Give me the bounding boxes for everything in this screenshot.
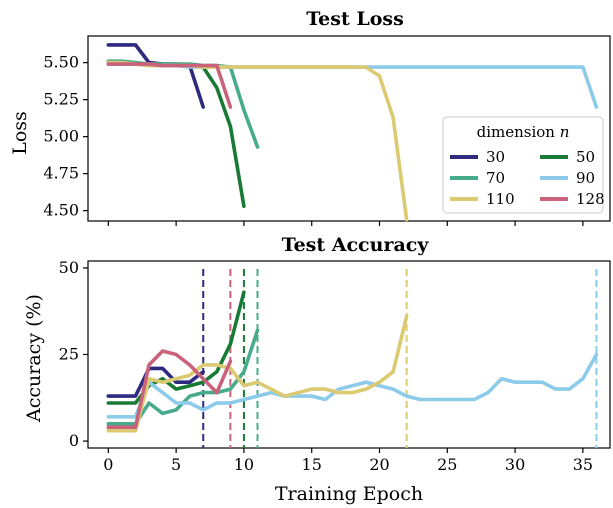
- accuracy-x-tick-label: 25: [437, 455, 457, 474]
- accuracy-ticks: 0 5 10 15 20 25 30 35 0 25 50: [59, 258, 593, 474]
- legend-label-n110: 110: [486, 190, 515, 208]
- legend-title-var: n: [560, 123, 570, 141]
- accuracy-x-tick-label: 10: [234, 455, 254, 474]
- x-axis-label: Training Epoch: [275, 483, 423, 505]
- accuracy-line-n128: [106, 349, 233, 430]
- accuracy-line-n30: [106, 366, 205, 398]
- accuracy-lines: [106, 290, 599, 433]
- loss-line-n110: [106, 60, 409, 222]
- loss-lines: [106, 43, 599, 222]
- loss-plot-frame: [87, 35, 611, 222]
- accuracy-x-tick-label: 5: [171, 455, 181, 474]
- legend: dimension n 30 50 70 90 110 128: [442, 116, 605, 214]
- loss-y-tick-label: 5.00: [43, 127, 79, 146]
- loss-line-n90: [106, 62, 599, 109]
- legend-title-prefix: dimension: [477, 123, 560, 141]
- accuracy-x-tick-label: 15: [302, 455, 322, 474]
- accuracy-x-tick-label: 0: [103, 455, 113, 474]
- legend-label-n50: 50: [576, 148, 595, 166]
- accuracy-x-tick-label: 35: [573, 455, 593, 474]
- loss-line-n30: [106, 43, 205, 109]
- loss-chart-title: Test Loss: [306, 8, 404, 30]
- accuracy-line-n90: [106, 352, 599, 419]
- loss-y-tick-label: 5.50: [43, 53, 79, 72]
- accuracy-plot-frame: [87, 260, 611, 449]
- loss-y-tick-label: 4.50: [43, 201, 79, 220]
- loss-y-tick-label: 4.75: [43, 164, 79, 183]
- loss-line-n128: [106, 62, 233, 109]
- accuracy-y-tick-label: 50: [59, 258, 79, 277]
- accuracy-panel: Test Accuracy Accuracy (%) 0 5 10 15 20 25 30 3…: [23, 234, 611, 505]
- legend-label-n90: 90: [576, 169, 595, 187]
- accuracy-y-axis-label: Accuracy (%): [23, 294, 45, 423]
- legend-label-n70: 70: [486, 169, 505, 187]
- accuracy-line-n50: [106, 290, 246, 405]
- legend-label-n128: 128: [576, 190, 605, 208]
- loss-y-axis-label: Loss: [9, 111, 31, 155]
- accuracy-x-tick-label: 20: [369, 455, 389, 474]
- accuracy-line-n110: [106, 314, 409, 433]
- loss-panel: Test Loss Loss 4.50 4.75 5.00 5.25 5.50 dime…: [9, 8, 611, 226]
- loss-line-n70: [106, 59, 260, 149]
- legend-title: dimension n: [477, 123, 570, 141]
- accuracy-x-tick-label: 30: [505, 455, 525, 474]
- loss-y-tick-label: 5.25: [43, 90, 79, 109]
- accuracy-chart-title: Test Accuracy: [282, 234, 430, 256]
- legend-box: [442, 116, 604, 214]
- accuracy-vlines: [202, 269, 598, 448]
- accuracy-y-tick-label: 0: [69, 431, 79, 450]
- loss-ticks: 4.50 4.75 5.00 5.25 5.50: [43, 53, 584, 226]
- legend-label-n30: 30: [486, 148, 505, 166]
- accuracy-y-tick-label: 25: [59, 345, 79, 364]
